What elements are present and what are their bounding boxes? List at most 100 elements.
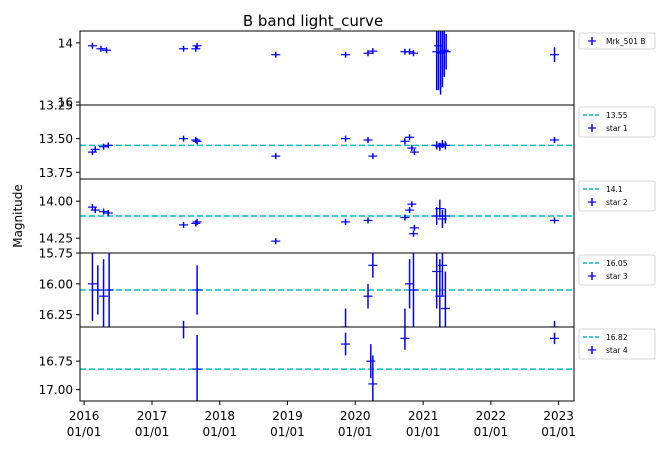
x-tick-label: 01/01 <box>338 425 373 439</box>
x-tick-label: 2019 <box>272 409 303 423</box>
data-point <box>341 308 351 327</box>
data-point <box>103 142 113 149</box>
data-point <box>409 224 419 231</box>
data-point <box>179 135 189 142</box>
data-point <box>407 145 417 152</box>
data-point <box>192 42 202 49</box>
data-point <box>435 199 445 218</box>
data-point <box>408 230 418 237</box>
data-point <box>440 208 450 224</box>
data-point <box>363 50 373 57</box>
legend-label: Mrk_501 B <box>606 37 646 46</box>
data-point <box>550 332 560 345</box>
data-point <box>368 253 378 278</box>
data-point <box>550 320 560 327</box>
data-point <box>192 265 202 315</box>
legend-5: 16.82 star 4 <box>578 328 656 360</box>
legend-entry: star 2 <box>588 198 628 207</box>
data-point <box>368 153 378 160</box>
legend-entry: star 3 <box>588 272 628 281</box>
x-axis: 201601/01201701/01201801/01201901/012020… <box>67 401 576 439</box>
data-point <box>434 31 444 91</box>
data-point <box>550 217 560 224</box>
legend-label: star 3 <box>606 272 628 281</box>
data-point <box>96 45 106 52</box>
data-point <box>191 45 201 52</box>
x-tick-label: 01/01 <box>135 425 170 439</box>
panel-frame <box>79 326 575 402</box>
series-2 <box>87 134 560 160</box>
data-point <box>409 149 419 156</box>
x-tick: 2020 01/01 <box>338 401 373 439</box>
data-point <box>182 320 185 327</box>
data-point <box>405 134 415 141</box>
panel-4: 15.75 16.00 16.25 16.05 star 3 <box>39 247 656 328</box>
data-point <box>341 218 351 225</box>
data-point <box>104 253 114 327</box>
y-tick-label: 13.25 <box>39 99 73 113</box>
y-tick-label: 16.25 <box>39 308 73 322</box>
data-point <box>400 138 410 145</box>
data-point <box>441 33 451 70</box>
data-point <box>363 217 373 224</box>
legend-label: star 4 <box>606 346 628 355</box>
data-point <box>99 143 109 150</box>
data-point <box>440 271 450 327</box>
x-tick: 2022 01/01 <box>474 401 509 439</box>
data-point <box>400 308 410 327</box>
y-tick-label: 16.75 <box>39 355 73 369</box>
data-point <box>271 238 281 245</box>
panel-frame <box>79 30 575 106</box>
y-axis-label: Magnitude <box>11 184 25 248</box>
data-point <box>192 334 202 401</box>
y-tick-label: 13.75 <box>39 166 73 180</box>
y-tick-label: 16 <box>58 96 73 110</box>
data-point <box>271 51 281 58</box>
x-tick-label: 01/01 <box>474 425 509 439</box>
data-point <box>179 221 189 228</box>
x-tick: 2021 01/01 <box>406 401 440 439</box>
data-point <box>400 214 410 221</box>
legend-label: 16.82 <box>606 333 628 342</box>
x-tick: 2017 01/01 <box>135 401 170 439</box>
y-tick-label: 14.25 <box>39 232 73 246</box>
legend-label: 14.1 <box>606 185 623 194</box>
y-tick-label: 17.00 <box>39 383 73 397</box>
legend-2: 13.55 star 1 <box>578 106 656 138</box>
legend-entry: star 1 <box>588 124 628 133</box>
data-point <box>102 47 112 54</box>
legend-entry: star 4 <box>588 346 628 355</box>
data-point <box>341 135 351 142</box>
y-tick-label: 14.00 <box>39 195 73 209</box>
data-point <box>363 283 373 309</box>
legend-box <box>578 32 656 50</box>
data-point <box>192 138 202 145</box>
data-point <box>99 208 109 215</box>
data-point <box>550 47 560 63</box>
legend-3: 14.1 star 2 <box>578 180 656 212</box>
x-tick: 2018 01/01 <box>202 401 237 439</box>
data-point <box>440 141 450 150</box>
x-tick-label: 2023 <box>543 409 574 423</box>
x-tick: 2023 01/01 <box>541 401 576 439</box>
series-5 <box>179 327 560 401</box>
data-point <box>405 207 415 214</box>
data-point <box>550 136 560 143</box>
x-tick-label: 2022 <box>476 409 507 423</box>
data-point <box>90 146 100 153</box>
panel-frame <box>79 104 575 180</box>
data-point <box>179 327 189 339</box>
series-3 <box>87 199 560 245</box>
legend-label: star 2 <box>606 198 628 207</box>
data-point <box>400 327 410 350</box>
data-point <box>271 153 281 160</box>
panel-5: 16.75 17.00 16.82 star 4 <box>39 326 656 402</box>
y-tick-label: 13.50 <box>39 132 73 146</box>
x-tick-label: 01/01 <box>270 425 305 439</box>
legend-label: 13.55 <box>606 111 628 120</box>
data-point <box>90 207 100 214</box>
x-tick-label: 2021 <box>408 409 439 423</box>
data-point <box>407 201 417 208</box>
